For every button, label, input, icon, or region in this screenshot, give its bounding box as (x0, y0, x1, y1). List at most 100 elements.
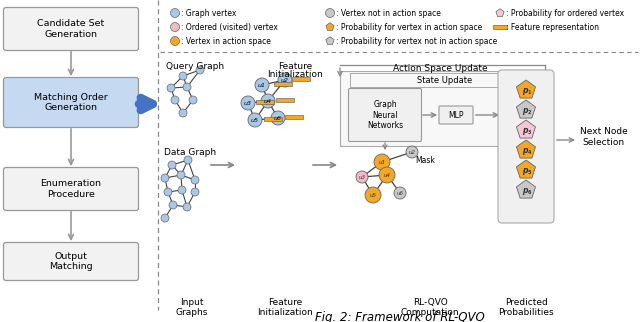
Text: p: p (522, 106, 528, 115)
Circle shape (394, 187, 406, 199)
Circle shape (196, 66, 204, 74)
Text: u2: u2 (281, 78, 289, 82)
Circle shape (356, 171, 368, 183)
Polygon shape (516, 100, 536, 118)
Circle shape (177, 171, 185, 179)
Text: 3: 3 (528, 130, 531, 135)
Text: State Update: State Update (417, 75, 472, 84)
Circle shape (379, 167, 395, 183)
Circle shape (406, 146, 418, 158)
Text: Graph
Neural
Networks: Graph Neural Networks (367, 100, 403, 130)
Text: p: p (522, 166, 528, 175)
Circle shape (278, 73, 292, 87)
Text: p: p (522, 86, 528, 94)
Text: : Vertex in action space: : Vertex in action space (181, 36, 271, 45)
Circle shape (170, 23, 179, 32)
Circle shape (255, 78, 269, 92)
Bar (274, 82, 292, 86)
Polygon shape (326, 23, 334, 31)
Circle shape (248, 113, 262, 127)
Text: u1: u1 (258, 82, 266, 88)
FancyBboxPatch shape (340, 71, 545, 146)
Text: Predicted
Probabilities: Predicted Probabilities (498, 298, 554, 317)
Text: : Feature representation: : Feature representation (506, 23, 599, 32)
Circle shape (167, 84, 175, 92)
Text: : Probability for vertex not in action space: : Probability for vertex not in action s… (336, 36, 497, 45)
Text: u5: u5 (251, 118, 259, 122)
Circle shape (179, 72, 187, 80)
Text: 4: 4 (528, 150, 531, 155)
Bar (285, 115, 303, 119)
Polygon shape (326, 37, 334, 44)
Text: u6: u6 (397, 191, 403, 195)
Circle shape (365, 187, 381, 203)
Text: Initialization: Initialization (267, 70, 323, 79)
Text: u3: u3 (358, 175, 365, 179)
Circle shape (171, 96, 179, 104)
Bar (276, 98, 294, 102)
Bar (292, 77, 310, 81)
Text: u4: u4 (383, 173, 390, 177)
Circle shape (261, 94, 275, 108)
Text: : Vertex not in action space: : Vertex not in action space (336, 8, 441, 17)
Text: 1: 1 (528, 90, 531, 95)
Text: u3: u3 (244, 100, 252, 106)
FancyBboxPatch shape (3, 167, 138, 211)
FancyBboxPatch shape (439, 106, 473, 124)
Text: RL-QVO
Computation: RL-QVO Computation (401, 298, 460, 317)
FancyBboxPatch shape (3, 242, 138, 280)
Circle shape (161, 174, 169, 182)
Circle shape (164, 188, 172, 196)
Text: 2: 2 (528, 110, 531, 115)
Circle shape (183, 83, 191, 91)
Text: Fig. 2: Framework of RL-QVO: Fig. 2: Framework of RL-QVO (315, 310, 485, 322)
Circle shape (170, 8, 179, 17)
Circle shape (241, 96, 255, 110)
Text: Candidate Set
Generation: Candidate Set Generation (37, 19, 104, 39)
Text: u4: u4 (264, 99, 272, 103)
Text: Output
Matching: Output Matching (49, 252, 93, 271)
Bar (493, 25, 507, 29)
Circle shape (184, 156, 192, 164)
Circle shape (326, 8, 335, 17)
FancyBboxPatch shape (3, 78, 138, 128)
Text: Matching Order
Generation: Matching Order Generation (34, 93, 108, 112)
Text: : Ordered (visited) vertex: : Ordered (visited) vertex (181, 23, 278, 32)
Text: Action Space Update: Action Space Update (393, 64, 487, 73)
Circle shape (189, 96, 197, 104)
Bar (256, 100, 274, 104)
Polygon shape (516, 80, 536, 98)
Polygon shape (516, 180, 536, 198)
Text: : Probability for ordered vertex: : Probability for ordered vertex (506, 8, 624, 17)
Circle shape (178, 186, 186, 194)
Text: Enumeration
Procedure: Enumeration Procedure (40, 179, 102, 199)
Circle shape (183, 203, 191, 211)
Polygon shape (516, 120, 536, 138)
Text: p: p (522, 126, 528, 135)
FancyBboxPatch shape (498, 70, 554, 223)
Text: Data Graph: Data Graph (164, 148, 216, 157)
FancyBboxPatch shape (350, 73, 540, 87)
Text: Feature
Initialization: Feature Initialization (257, 298, 313, 317)
Text: Next Node
Selection: Next Node Selection (580, 127, 628, 147)
Text: 6: 6 (528, 190, 531, 195)
Circle shape (191, 176, 199, 184)
FancyBboxPatch shape (3, 7, 138, 51)
Circle shape (271, 111, 285, 125)
Bar (264, 117, 282, 121)
Circle shape (170, 36, 179, 45)
Circle shape (169, 201, 177, 209)
Text: u1: u1 (378, 159, 385, 165)
Text: : Graph vertex: : Graph vertex (181, 8, 236, 17)
Text: 5: 5 (528, 170, 531, 175)
Circle shape (191, 188, 199, 196)
Polygon shape (496, 9, 504, 16)
Text: Input
Graphs: Input Graphs (176, 298, 208, 317)
Text: Query Graph: Query Graph (166, 62, 224, 71)
Text: Feature: Feature (278, 62, 312, 71)
Text: u2: u2 (408, 149, 415, 155)
Polygon shape (516, 160, 536, 178)
Circle shape (161, 214, 169, 222)
Circle shape (374, 154, 390, 170)
Polygon shape (516, 140, 536, 158)
